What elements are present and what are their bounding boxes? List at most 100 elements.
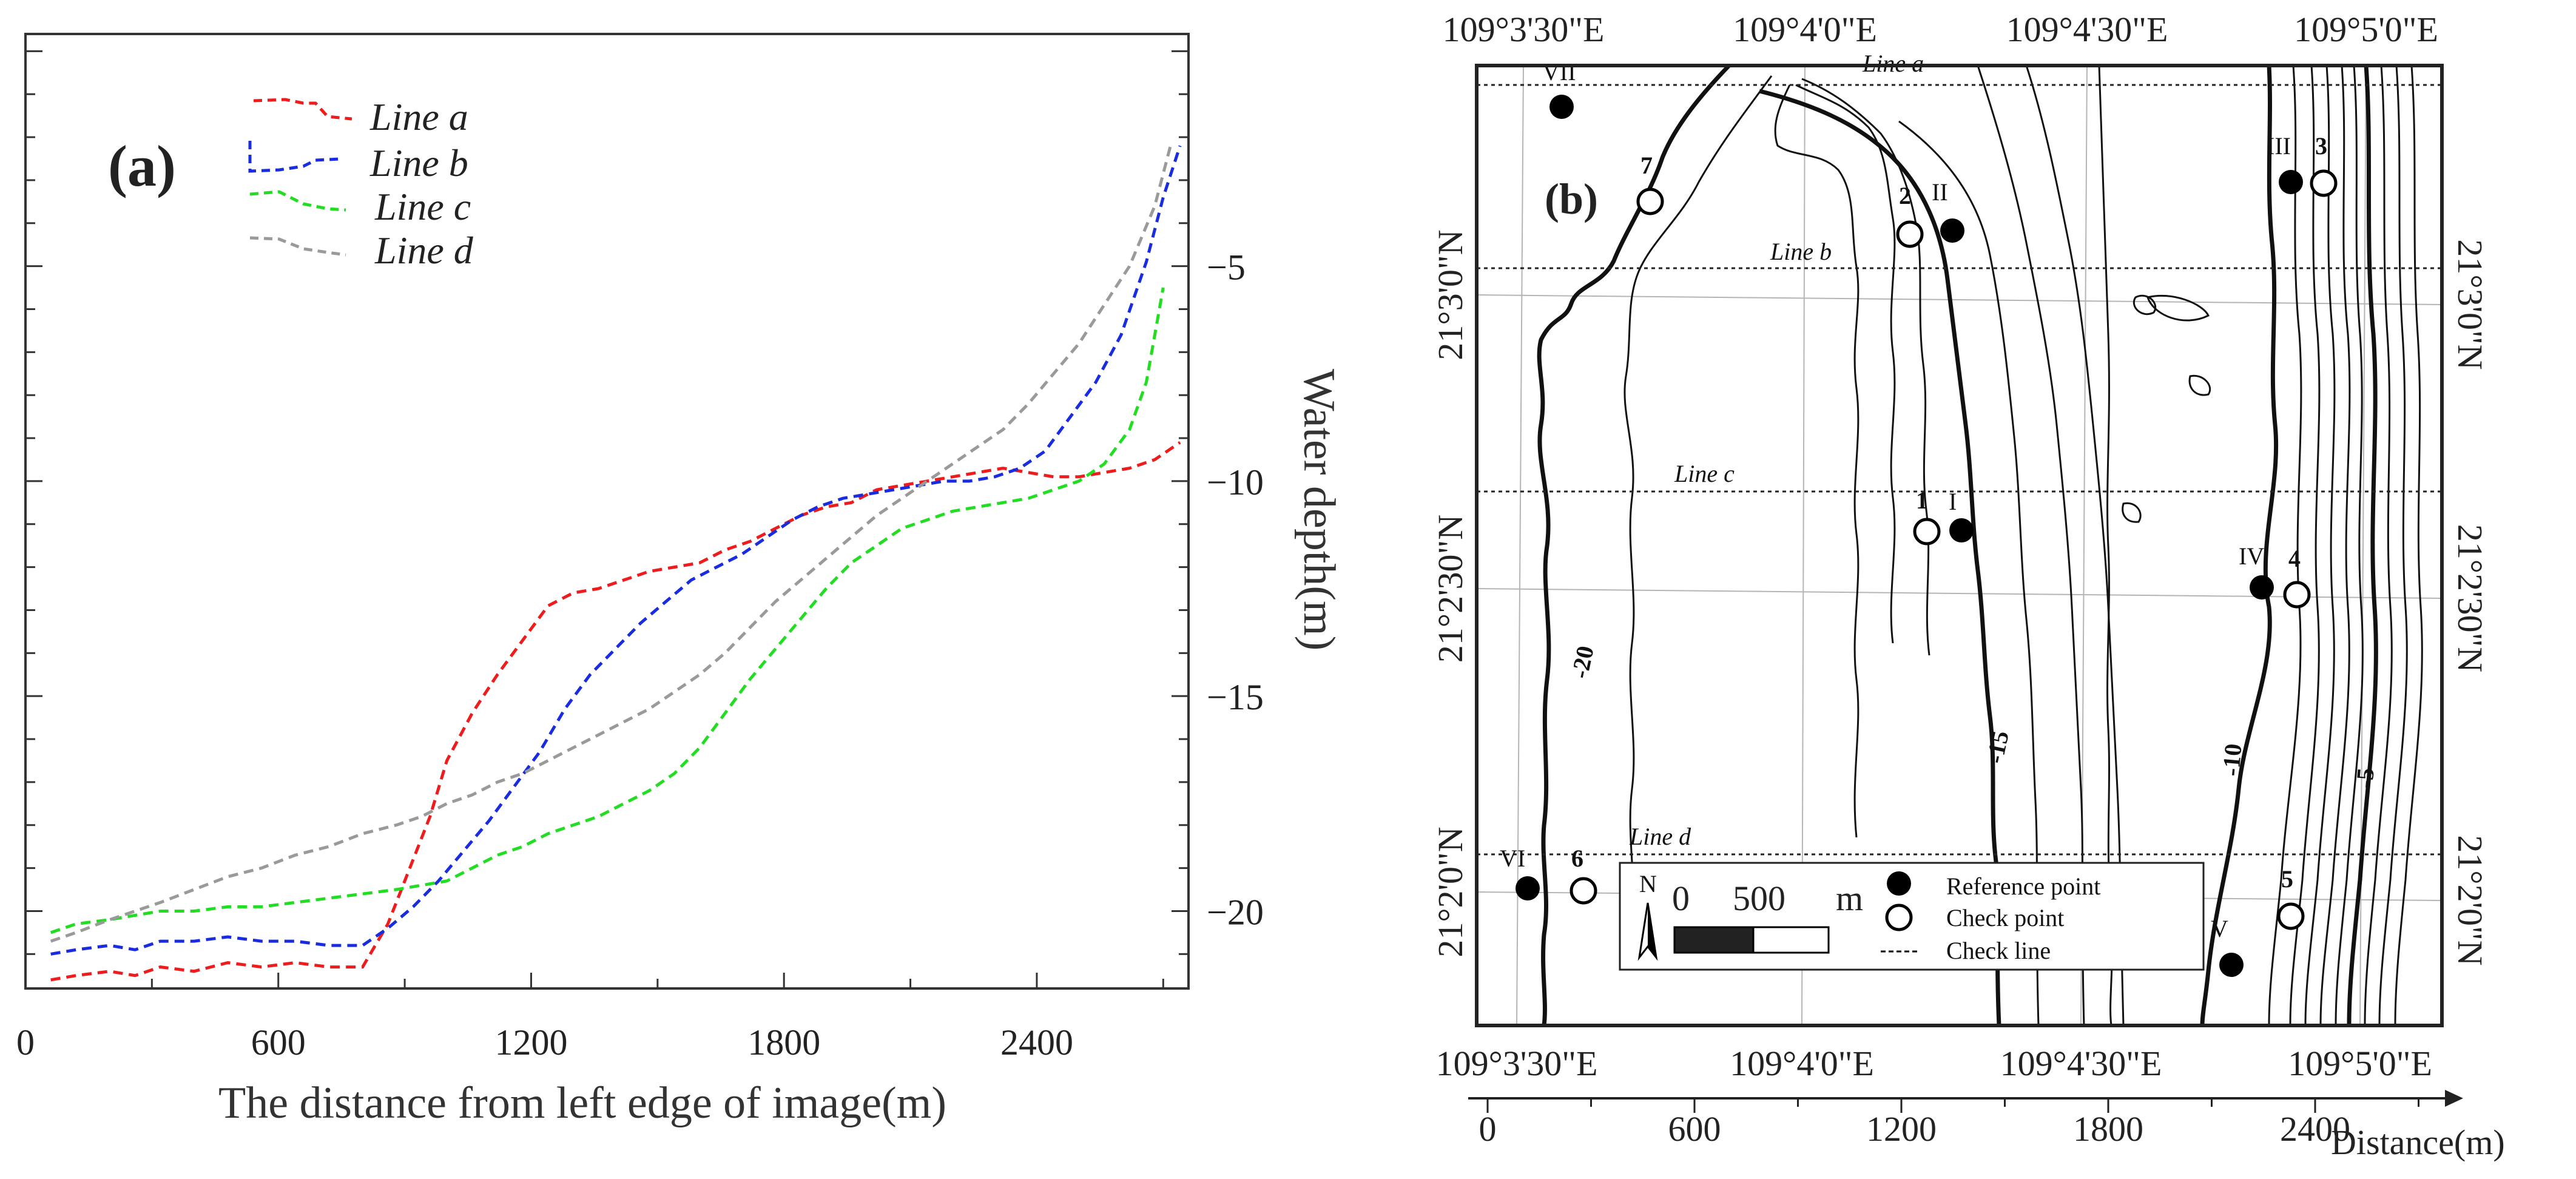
check-point-6 [1570, 877, 1597, 905]
y-tick-label: −10 [1207, 462, 1264, 502]
distance-axis-ticks: 0 600 1200 1800 2400 [1479, 1098, 2419, 1149]
legend-label-line-c: Line c [374, 185, 471, 228]
reference-label-vii: VII [1542, 58, 1576, 86]
check-line-label-d: Line d [1629, 823, 1691, 850]
check-label-3: 3 [2315, 132, 2327, 160]
legend-check-label: Check point [1946, 904, 2064, 931]
lon-bottom-4: 109°5'0"E [2288, 1044, 2432, 1083]
lat-right-1: 21°3'0"N [2450, 239, 2490, 370]
lon-top-2: 109°4'0"E [1733, 10, 1877, 49]
distance-axis-arrow-icon [2445, 1090, 2463, 1107]
reference-point-iii [2279, 170, 2303, 194]
reference-label-v: V [2211, 915, 2228, 942]
reference-label-iv: IV [2239, 542, 2264, 570]
lat-right-2: 21°2'30"N [2450, 524, 2490, 672]
distance-axis-label: Distance(m) [2331, 1123, 2505, 1162]
check-point-7 [1636, 187, 1664, 215]
legend-swatch-line-c [249, 190, 346, 212]
panel-a-x-axis-label: The distance from left edge of image(m) [218, 1078, 946, 1128]
reference-label-i: I [1949, 488, 1957, 515]
scale-end-label: 500 [1733, 879, 1785, 918]
y-tick-label: −20 [1207, 892, 1264, 932]
distance-tick-label: 1800 [2073, 1109, 2143, 1149]
legend-reference-symbol [1887, 871, 1911, 896]
reference-label-ii: II [1932, 178, 1948, 206]
panel-a-y-ticks: −5 −10 −15 −20 [25, 50, 1264, 955]
lat-left-3: 21°2'0"N [1431, 826, 1470, 957]
check-label-1: 1 [1916, 487, 1928, 514]
x-tick-label: 0 [16, 1022, 35, 1062]
distance-tick-label: 600 [1668, 1109, 1721, 1149]
lat-left-1: 21°3'0"N [1431, 229, 1470, 360]
lon-bottom-2: 109°4'0"E [1730, 1044, 1874, 1083]
x-tick-label: 600 [251, 1022, 306, 1062]
legend-label-line-b: Line b [369, 141, 468, 184]
legend-label-line-d: Line d [374, 229, 474, 272]
check-line-label-a: Line a [1862, 50, 1924, 77]
reference-point-i [1949, 518, 1974, 542]
series-line-line-b [50, 145, 1182, 956]
scale-bar-white [1752, 926, 1830, 954]
legend-check-line-label: Check line [1946, 937, 2051, 964]
check-label-2: 2 [1899, 182, 1911, 209]
contour-label-minus-20: -20 [1566, 643, 1599, 681]
lon-top-3: 109°4'30"E [2006, 10, 2168, 49]
check-label-7: 7 [1640, 152, 1653, 179]
reference-point-vi [1516, 876, 1540, 900]
check-label-6: 6 [1571, 845, 1583, 872]
panel-a-y-axis-label: Water depth(m) [1294, 369, 1344, 651]
reference-point-iv [2250, 575, 2274, 600]
x-tick-label: 2400 [1000, 1022, 1073, 1062]
lon-top-4: 109°5'0"E [2294, 10, 2438, 49]
distance-tick-label: 0 [1479, 1109, 1497, 1149]
check-point-3 [2310, 169, 2338, 197]
panel-b-reference-points [1516, 95, 2303, 977]
y-tick-label: −5 [1207, 248, 1246, 288]
panel-a-series [50, 141, 1182, 982]
legend-swatch-line-d [249, 236, 346, 257]
legend-swatch-line-a [253, 98, 352, 121]
panel-a-x-ticks: 0 600 1200 1800 2400 [16, 973, 1164, 1062]
check-point-5 [2277, 902, 2305, 930]
x-tick-label: 1200 [494, 1022, 567, 1062]
check-line-label-b: Line b [1770, 238, 1832, 265]
north-arrow-icon [1637, 902, 1658, 961]
check-label-4: 4 [2288, 545, 2301, 572]
scale-start-label: 0 [1672, 879, 1690, 918]
reference-point-vii [1549, 95, 1574, 119]
scale-bar-black [1673, 926, 1755, 954]
panel-a-legend: Line a Line b Line c Line d [248, 95, 474, 272]
series-line-line-c [50, 287, 1165, 934]
y-tick-label: −15 [1207, 677, 1264, 717]
distance-tick-label: 1200 [1866, 1109, 1937, 1149]
series-line-line-a [50, 441, 1181, 982]
reference-point-v [2219, 953, 2244, 977]
legend-swatch-line-b [248, 141, 340, 173]
reference-point-ii [1940, 218, 1964, 243]
panel-a-label: (a) [108, 133, 176, 198]
panel-b-check-lines [1477, 84, 2442, 856]
distance-tick-label: 2400 [2280, 1109, 2350, 1149]
scale-unit-label: m [1836, 879, 1863, 918]
contour-label-minus-10: -10 [2217, 743, 2247, 777]
lon-bottom-1: 109°3'30"E [1436, 1044, 1598, 1083]
lat-right-3: 21°2'0"N [2450, 835, 2490, 965]
panel-b: -20 -15 -10 -5 Line a Line b Line c Line… [1431, 10, 2505, 1162]
panel-b-map-frame [1475, 64, 2444, 1027]
legend-label-line-a: Line a [369, 95, 468, 138]
check-line-label-c: Line c [1674, 460, 1735, 487]
contour-label-minus-5: -5 [2350, 767, 2379, 789]
distance-axis: 0 600 1200 1800 2400 Distance(m) [1468, 1090, 2505, 1162]
legend-check-symbol [1885, 904, 1913, 931]
reference-label-iii: III [2267, 132, 2291, 160]
x-tick-label: 1800 [747, 1022, 820, 1062]
legend-reference-label: Reference point [1946, 873, 2100, 900]
series-line-line-d [50, 141, 1173, 943]
check-point-2 [1896, 220, 1924, 248]
panel-a-plot-frame [24, 33, 1190, 990]
lon-top-1: 109°3'30"E [1443, 10, 1605, 49]
check-label-5: 5 [2281, 865, 2293, 893]
check-point-1 [1913, 518, 1941, 546]
lat-left-2: 21°2'30"N [1431, 515, 1470, 663]
